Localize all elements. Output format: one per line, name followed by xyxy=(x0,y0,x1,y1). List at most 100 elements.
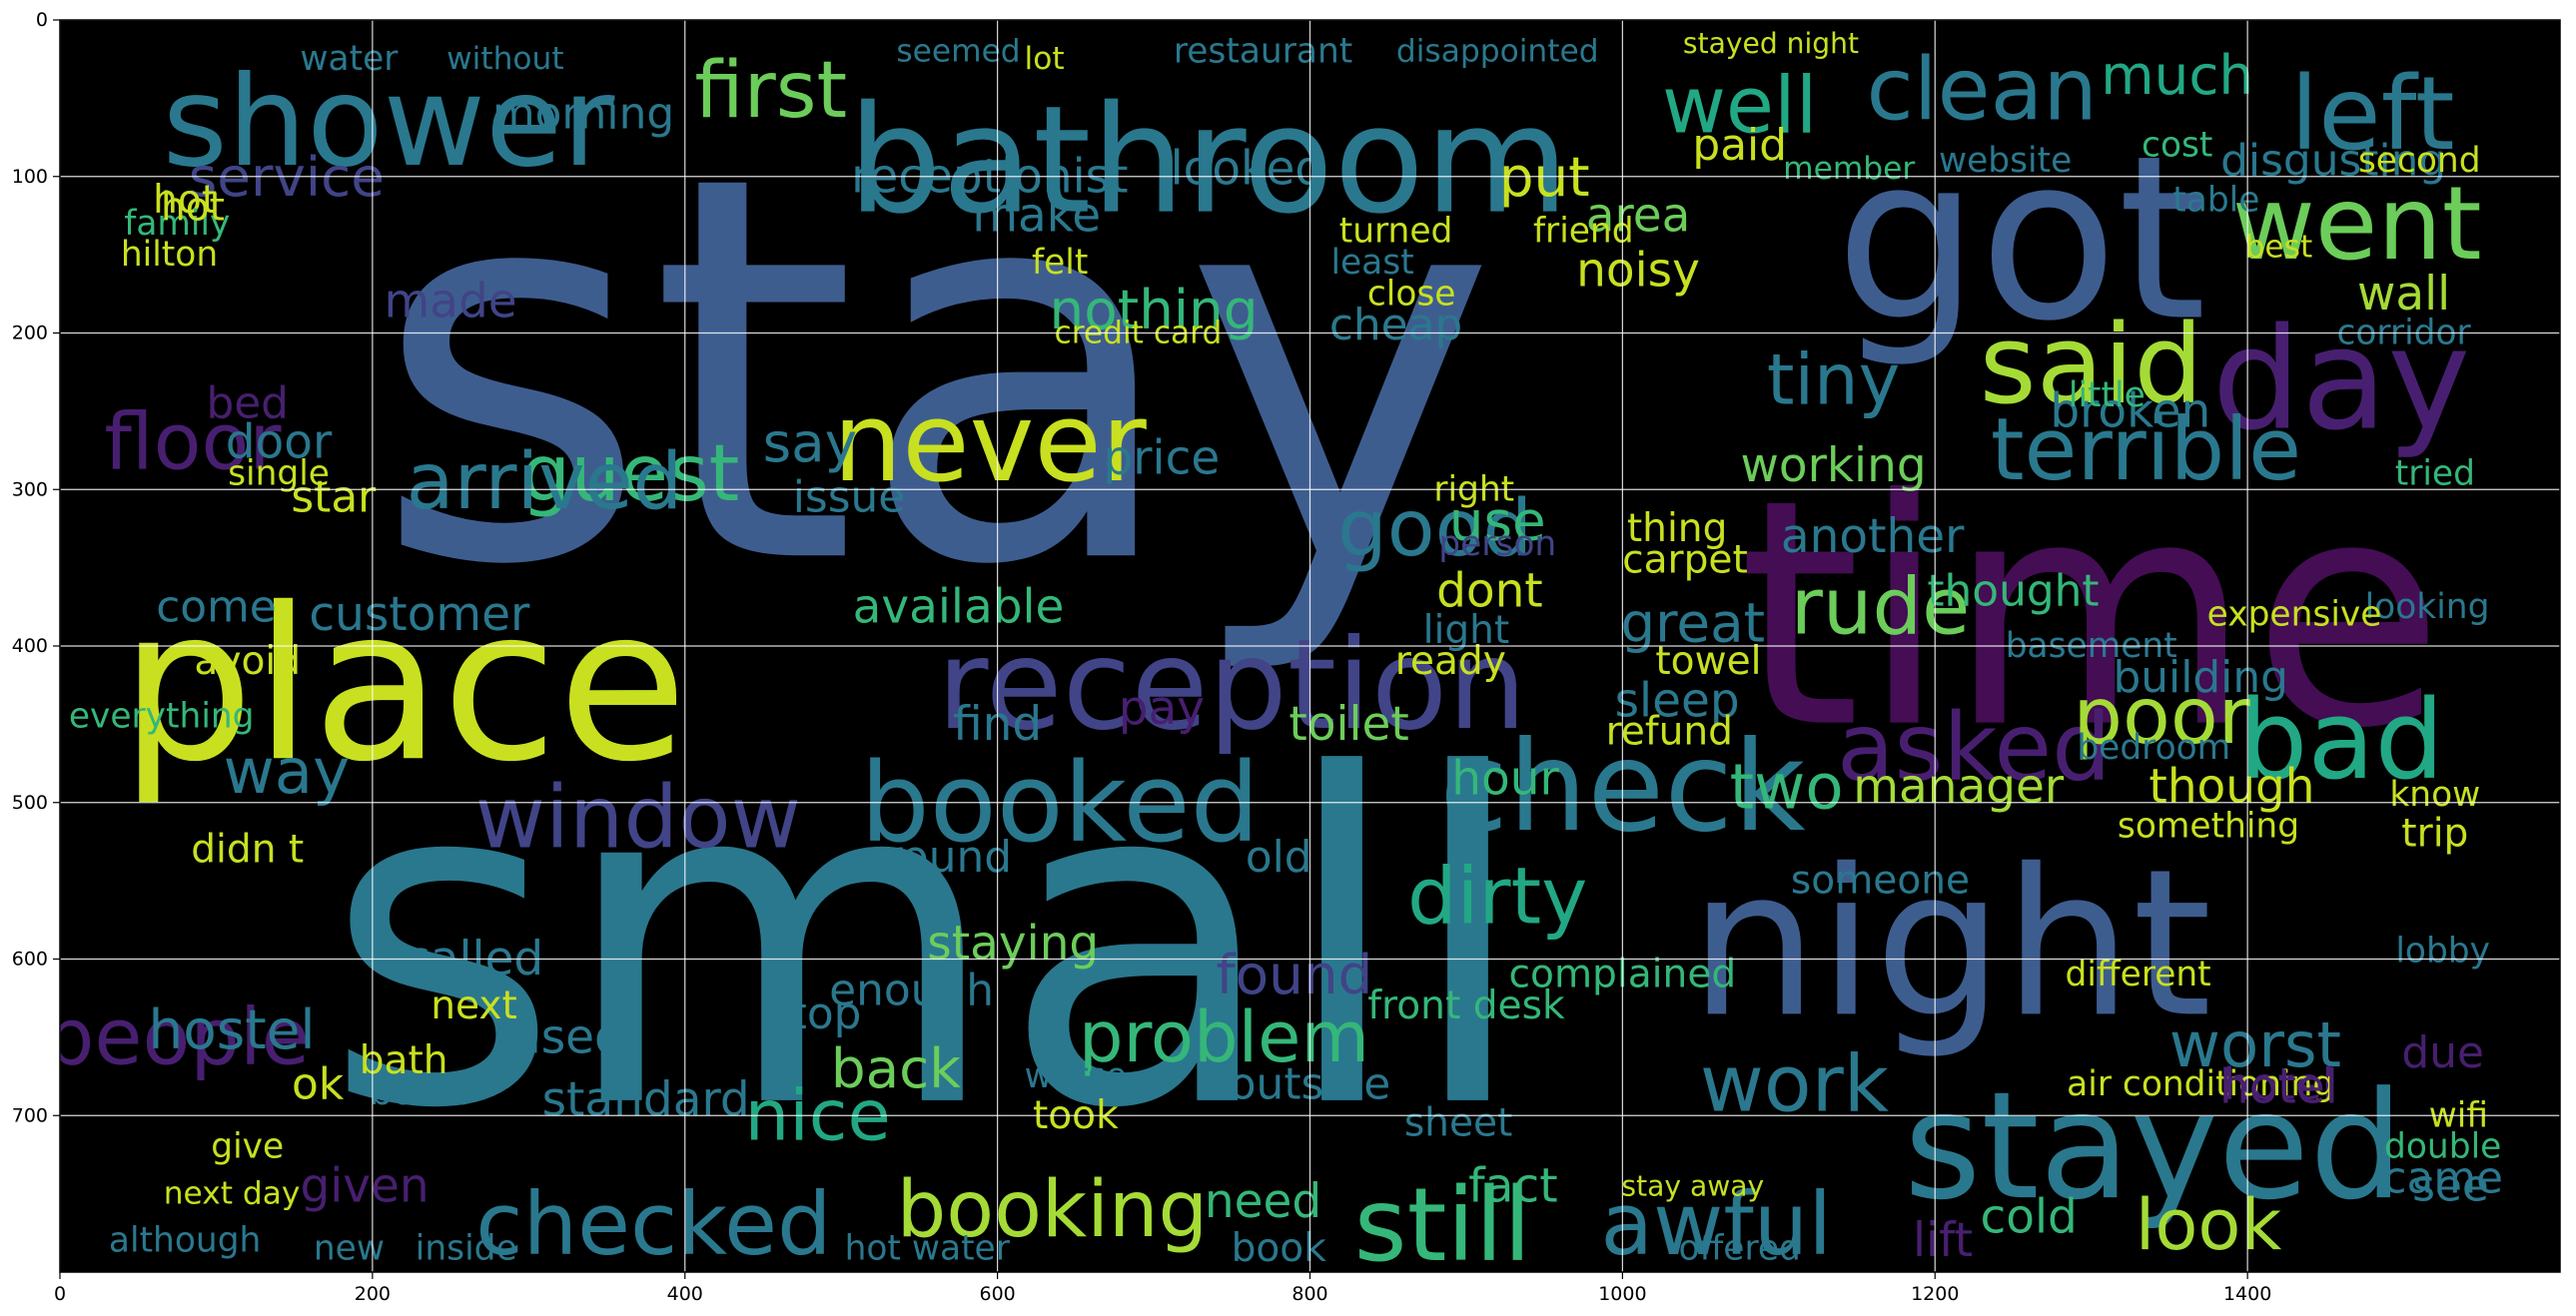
word-arrived: arrived xyxy=(407,436,683,527)
word-person: person xyxy=(1438,524,1556,564)
word-fact: fact xyxy=(1468,1158,1557,1213)
word-expensive: expensive xyxy=(2207,595,2382,635)
word-hot: hot xyxy=(161,186,225,231)
word-problem: problem xyxy=(1079,996,1369,1078)
word-offered: offered xyxy=(1679,1228,1801,1268)
word-towel: towel xyxy=(1655,639,1761,684)
word-new: new xyxy=(314,1228,385,1268)
word-hot: hot xyxy=(153,178,217,223)
word-bed: bed xyxy=(206,378,289,429)
word-time: time xyxy=(1738,433,2444,797)
word-given: given xyxy=(300,1158,429,1213)
word-tiny: tiny xyxy=(1767,339,1900,421)
word-stay-away: stay away xyxy=(1621,1169,1764,1202)
word-bad: bad xyxy=(2238,676,2444,804)
word-lobby: lobby xyxy=(2395,932,2490,972)
word-hour: hour xyxy=(1451,752,1559,807)
word-due: due xyxy=(2401,1027,2484,1078)
word-stayed-night: stayed night xyxy=(1683,27,1859,60)
word-inside: inside xyxy=(416,1228,517,1268)
word-small: small xyxy=(324,680,1530,1207)
word-air-conditioning: air conditioning xyxy=(2067,1064,2334,1104)
word-dont: dont xyxy=(1436,564,1543,619)
x-tick-label: 1200 xyxy=(1911,1283,1959,1305)
word-looked: looked xyxy=(1171,141,1325,196)
word-turned: turned xyxy=(1339,212,1453,252)
word-dirty: dirty xyxy=(1407,851,1587,942)
word-work: work xyxy=(1700,1038,1890,1129)
word-still: still xyxy=(1354,1166,1532,1284)
word-next: next xyxy=(430,984,517,1028)
word-wall: wall xyxy=(2357,267,2450,322)
word-make: make xyxy=(972,188,1101,243)
word-good: good xyxy=(1337,483,1532,574)
word-double: double xyxy=(2384,1127,2501,1167)
word-staying: staying xyxy=(927,916,1099,971)
word-tried: tried xyxy=(2395,454,2475,494)
x-tick-label: 600 xyxy=(979,1283,1015,1305)
word-customer: customer xyxy=(309,587,530,642)
word-two: two xyxy=(1730,751,1844,824)
word-hot-water: hot water xyxy=(845,1228,1011,1268)
word-cold: cold xyxy=(1980,1190,2077,1245)
word-clean: clean xyxy=(1866,41,2097,141)
x-tick-label: 200 xyxy=(355,1283,391,1305)
word-although: although xyxy=(109,1221,261,1261)
word-rude: rude xyxy=(1791,561,1970,652)
word-something: something xyxy=(2118,806,2299,846)
word-noisy: noisy xyxy=(1576,243,1700,298)
word-worst: worst xyxy=(2169,1008,2341,1081)
word-thing: thing xyxy=(1627,506,1728,551)
plot-area: staysmalltimegotnightplacebathroomshower… xyxy=(60,20,2560,1284)
word-broken: broken xyxy=(2050,383,2210,438)
word-book: book xyxy=(1232,1226,1327,1271)
word-little: little xyxy=(2069,375,2146,415)
word-single: single xyxy=(228,454,330,494)
word-member: member xyxy=(1783,151,1915,187)
word-working: working xyxy=(1741,438,1927,493)
word-around: around xyxy=(858,832,1012,883)
word-back: back xyxy=(831,1036,961,1100)
word-top: top xyxy=(790,988,862,1039)
word-table: table xyxy=(2172,180,2259,220)
word-way: way xyxy=(224,735,351,808)
y-tick-label: 600 xyxy=(12,949,48,971)
word-reception: reception xyxy=(937,612,1527,758)
y-tick-label: 400 xyxy=(12,635,48,657)
word-much: much xyxy=(2101,43,2253,107)
word-disgusting: disgusting xyxy=(2220,136,2446,187)
word-booking: booking xyxy=(897,1164,1209,1255)
word-morning: morning xyxy=(492,89,674,140)
y-tick-label: 200 xyxy=(12,323,48,344)
word-front-desk: front desk xyxy=(1367,984,1565,1028)
word-star: star xyxy=(291,472,376,523)
word-use: use xyxy=(1449,489,1546,553)
word-window: window xyxy=(475,768,801,868)
word-floor: floor xyxy=(104,397,282,488)
word-building: building xyxy=(2113,652,2287,703)
word-refund: refund xyxy=(1606,710,1733,755)
word-trip: trip xyxy=(2401,812,2468,857)
word-seemed: seemed xyxy=(896,33,1020,69)
word-avoid: avoid xyxy=(194,639,301,684)
x-tick-label: 0 xyxy=(54,1283,66,1305)
word-worse: worse xyxy=(1025,1056,1127,1096)
word-paid: paid xyxy=(1692,120,1787,171)
word-lot: lot xyxy=(1025,41,1065,77)
word-best: best xyxy=(2245,229,2313,265)
word-family: family xyxy=(124,204,230,244)
word-place: place xyxy=(120,562,687,808)
y-tick-label: 0 xyxy=(36,9,48,31)
word-left: left xyxy=(2290,55,2455,173)
word-everything: everything xyxy=(69,697,255,737)
word-felt: felt xyxy=(1032,243,1088,283)
word-price: price xyxy=(1103,430,1220,485)
word-cost: cost xyxy=(2142,125,2212,165)
word-night: night xyxy=(1689,825,2211,1061)
word-basic: basic xyxy=(369,1069,470,1114)
y-tick-label: 500 xyxy=(12,792,48,814)
word-pay: pay xyxy=(1119,681,1205,736)
word-enough: enough xyxy=(829,965,994,1015)
word-issue: issue xyxy=(793,472,906,523)
